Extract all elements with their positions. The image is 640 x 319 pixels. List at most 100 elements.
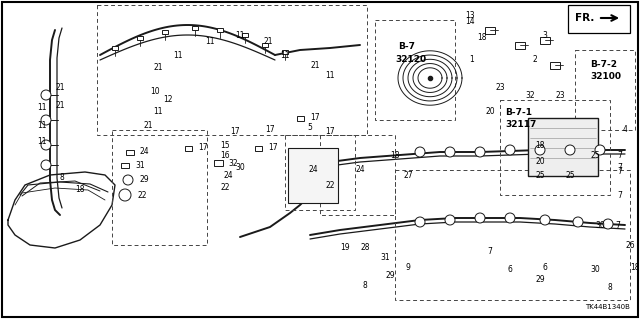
Text: 11: 11 (280, 50, 290, 60)
Text: 7: 7 (618, 167, 623, 176)
Bar (285, 135, 355, 210)
Text: 5: 5 (308, 123, 312, 132)
Text: 18: 18 (477, 33, 487, 42)
Text: 2: 2 (532, 56, 538, 64)
Bar (192, 26, 198, 30)
Circle shape (41, 140, 51, 150)
Bar (515, 41, 525, 48)
Circle shape (540, 215, 550, 225)
Bar (288, 148, 338, 203)
Text: B-7-1: B-7-1 (505, 108, 532, 117)
Bar (121, 162, 129, 167)
Text: FR.: FR. (575, 13, 595, 23)
Text: 32120: 32120 (395, 55, 426, 64)
Text: 17: 17 (325, 128, 335, 137)
Bar (184, 145, 191, 151)
Text: 28: 28 (360, 243, 370, 253)
Text: 29: 29 (535, 276, 545, 285)
Text: 11: 11 (153, 108, 163, 116)
Text: 18: 18 (535, 140, 545, 150)
Bar (296, 115, 303, 121)
Text: 21: 21 (310, 61, 320, 70)
Text: 31: 31 (135, 160, 145, 169)
Circle shape (41, 115, 51, 125)
Circle shape (565, 145, 575, 155)
Text: 20: 20 (535, 158, 545, 167)
Circle shape (505, 213, 515, 223)
Bar (575, 50, 635, 130)
Text: 1: 1 (470, 56, 474, 64)
Bar (395, 170, 630, 300)
Text: 18: 18 (390, 151, 400, 160)
Text: 21: 21 (153, 63, 163, 72)
Bar (137, 36, 143, 40)
Text: 31: 31 (380, 254, 390, 263)
Bar (375, 20, 455, 120)
Circle shape (535, 145, 545, 155)
Bar (485, 26, 495, 33)
Text: 11: 11 (236, 31, 244, 40)
Text: 20: 20 (485, 108, 495, 116)
Text: TK44B1340B: TK44B1340B (585, 304, 630, 310)
Circle shape (123, 175, 133, 185)
Text: 21: 21 (143, 121, 153, 130)
Text: 18: 18 (630, 263, 640, 272)
Text: 11: 11 (37, 121, 47, 130)
Text: 18: 18 (76, 186, 84, 195)
Circle shape (505, 145, 515, 155)
Bar (214, 160, 223, 166)
Text: 17: 17 (268, 144, 278, 152)
Text: 26: 26 (625, 241, 635, 249)
Text: 13: 13 (465, 11, 475, 19)
Text: 32: 32 (525, 92, 535, 100)
Circle shape (445, 215, 455, 225)
Bar (97, 5, 367, 135)
Bar (500, 100, 610, 195)
Bar (528, 118, 598, 176)
Bar (126, 150, 134, 154)
Text: 10: 10 (150, 87, 160, 97)
Text: 29: 29 (140, 175, 150, 184)
Text: 11: 11 (37, 103, 47, 113)
Text: 22: 22 (325, 181, 335, 189)
Text: 21: 21 (55, 84, 65, 93)
Text: 30: 30 (590, 265, 600, 275)
Text: 21: 21 (263, 38, 273, 47)
Bar (242, 33, 248, 37)
Text: 11: 11 (37, 137, 47, 146)
Text: 6: 6 (543, 263, 547, 272)
Text: 29: 29 (385, 271, 395, 279)
Text: 11: 11 (325, 70, 335, 79)
Circle shape (119, 189, 131, 201)
Bar (255, 145, 262, 151)
Bar (282, 50, 288, 54)
Text: 6: 6 (508, 265, 513, 275)
Text: 11: 11 (173, 50, 183, 60)
Text: 23: 23 (555, 92, 565, 100)
Circle shape (415, 147, 425, 157)
Bar (540, 36, 550, 43)
Text: 3: 3 (543, 31, 547, 40)
Circle shape (475, 213, 485, 223)
Text: 22: 22 (220, 183, 230, 192)
Text: 22: 22 (137, 190, 147, 199)
Text: 23: 23 (495, 84, 505, 93)
Text: 24: 24 (308, 166, 318, 174)
Text: 32100: 32100 (590, 72, 621, 81)
Text: 8: 8 (363, 280, 367, 290)
Text: 8: 8 (607, 284, 612, 293)
Circle shape (415, 217, 425, 227)
Text: 4: 4 (623, 125, 627, 135)
Circle shape (475, 147, 485, 157)
Text: 30: 30 (235, 164, 245, 173)
Bar (262, 43, 268, 47)
Circle shape (445, 147, 455, 157)
Text: 25: 25 (565, 170, 575, 180)
Text: 24: 24 (223, 170, 233, 180)
Text: 32: 32 (228, 159, 237, 167)
Text: 17: 17 (198, 144, 207, 152)
Text: B-7-2: B-7-2 (590, 60, 617, 69)
Text: 21: 21 (55, 100, 65, 109)
Circle shape (573, 217, 583, 227)
Text: 7: 7 (488, 248, 492, 256)
